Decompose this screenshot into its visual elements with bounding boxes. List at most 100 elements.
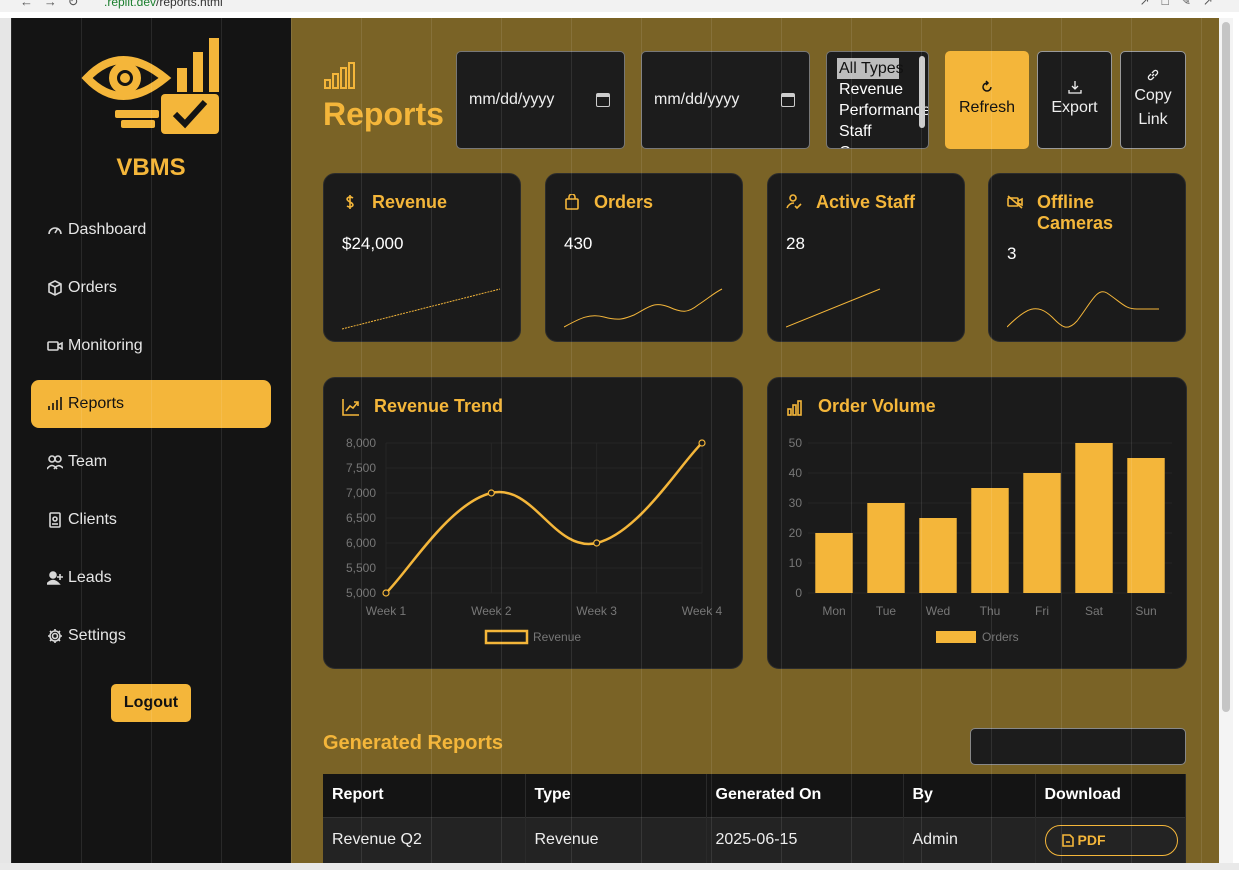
sidebar-item-team[interactable]: Team <box>31 438 271 486</box>
y-tick-label: 40 <box>789 466 803 480</box>
stat-card-header: Offline Cameras <box>1007 192 1127 234</box>
x-tick-label: Fri <box>1035 604 1049 618</box>
data-point <box>698 439 706 447</box>
stat-label: Orders <box>594 192 654 212</box>
download-label: PDF <box>1077 832 1106 849</box>
address-bar[interactable]: .replit.dev/reports.html <box>104 0 223 9</box>
x-tick-label: Week 1 <box>366 604 407 618</box>
browser-nav-icons[interactable]: ← → ↻ <box>20 0 79 9</box>
sidebar-item-reports[interactable]: Reports <box>31 380 271 428</box>
type-option-performance[interactable]: Performance <box>839 102 929 119</box>
column-header[interactable]: Report <box>323 774 526 817</box>
refresh-button[interactable]: Refresh <box>945 51 1029 149</box>
brand-name: VBMS <box>116 154 186 181</box>
y-tick-label: 10 <box>789 556 803 570</box>
type-option-cameras[interactable]: Cameras <box>839 142 928 148</box>
y-tick-label: 30 <box>789 496 803 510</box>
stat-card-header: Revenue <box>342 192 447 213</box>
column-header[interactable]: Type <box>525 774 707 817</box>
file-pdf-icon <box>1061 833 1074 847</box>
report-type-select[interactable]: All Types Revenue Performance Staff Came… <box>826 51 929 149</box>
video-off-icon <box>1007 195 1023 209</box>
gauge-icon <box>48 227 62 235</box>
revenue-sparkline <box>342 288 501 330</box>
bar-wed <box>919 518 957 593</box>
logout-button[interactable]: Logout <box>111 684 191 722</box>
gear-icon <box>48 629 62 643</box>
page-scrollbar[interactable] <box>1219 18 1233 863</box>
stat-card-revenue: Revenue $24,000 <box>323 173 521 342</box>
scrollbar-thumb[interactable] <box>1222 22 1230 712</box>
x-tick-label: Thu <box>980 604 1001 618</box>
cell-type: Revenue <box>525 816 707 863</box>
cell-report: Revenue Q2 <box>323 816 526 863</box>
staff-sparkline <box>786 288 881 328</box>
user-check-icon <box>786 194 802 210</box>
download-pdf-button[interactable]: PDF <box>1044 824 1178 856</box>
chart-title: Order Volume <box>818 396 936 416</box>
box-icon <box>48 280 62 296</box>
calendar-icon[interactable] <box>781 93 795 107</box>
stat-card-orders: Orders 430 <box>545 173 743 342</box>
sidebar-item-settings[interactable]: Settings <box>31 612 271 660</box>
stat-value: 28 <box>786 234 805 253</box>
column-header[interactable]: Generated On <box>706 774 904 817</box>
legend-swatch <box>936 631 976 643</box>
type-option-staff[interactable]: Staff <box>839 123 872 140</box>
chart-header: Revenue Trend <box>342 396 503 417</box>
date-to-placeholder: mm/dd/yyyy <box>654 91 740 108</box>
sidebar: VBMS Dashboard Orders Monitoring Reports… <box>11 18 291 863</box>
data-point <box>382 589 390 597</box>
sidebar-item-dashboard[interactable]: Dashboard <box>31 206 271 254</box>
select-scrollbar[interactable] <box>919 56 925 128</box>
y-tick-label: 8,000 <box>346 436 376 450</box>
type-option-revenue[interactable]: Revenue <box>839 81 904 98</box>
refresh-label: Refresh <box>958 99 1016 116</box>
legend-swatch <box>484 629 529 645</box>
legend-label: Orders <box>982 630 1019 644</box>
y-tick-label: 7,000 <box>346 486 376 500</box>
column-header[interactable]: By <box>903 774 1036 817</box>
video-icon <box>47 341 63 351</box>
orders-sparkline <box>564 288 723 328</box>
dollar-icon <box>346 195 354 209</box>
column-header[interactable]: Download <box>1035 774 1186 817</box>
stat-card-header: Orders <box>564 192 653 213</box>
stat-label: Active Staff <box>816 192 916 212</box>
export-button[interactable]: Export <box>1037 51 1112 149</box>
x-tick-label: Wed <box>926 604 950 618</box>
sidebar-item-label: Monitoring <box>68 337 143 354</box>
page-title: Reports <box>323 96 444 132</box>
refresh-icon <box>982 80 992 92</box>
id-badge-icon <box>49 512 61 528</box>
x-tick-label: Sun <box>1135 604 1156 618</box>
stat-card-offline-cameras: Offline Cameras 3 <box>988 173 1186 342</box>
date-to-input[interactable]: mm/dd/yyyy <box>641 51 810 149</box>
revenue-line-chart: 5,000 5,500 6,000 6,500 7,000 7,500 8,000 Week … <box>346 436 723 645</box>
browser-action-icons[interactable]: ↗□✎↗ <box>1139 0 1225 8</box>
date-from-input[interactable]: mm/dd/yyyy <box>456 51 625 149</box>
vbms-logo-icon <box>81 38 219 134</box>
revenue-trend-card: Revenue Trend 5,000 5,500 6,000 6,500 7,000 7… <box>323 377 743 669</box>
stat-label: Offline Cameras <box>1037 192 1114 233</box>
sidebar-item-clients[interactable]: Clients <box>31 496 271 544</box>
x-tick-label: Week 3 <box>576 604 617 618</box>
sidebar-item-label: Orders <box>68 279 117 296</box>
type-option-all[interactable]: All Types <box>837 58 904 79</box>
stat-value: 430 <box>564 234 593 253</box>
reports-table: Report Type Generated On By Download Rev… <box>323 774 1186 863</box>
copy-link-button[interactable]: Copy Link <box>1120 51 1186 149</box>
order-bar-chart: 0 10 20 30 40 50 Mon Tue Wed Thu Fri Sat Sun Orders <box>789 436 1172 644</box>
section-title: Generated Reports <box>323 732 504 754</box>
y-tick-label: 0 <box>795 586 802 600</box>
sidebar-item-orders[interactable]: Orders <box>31 264 271 312</box>
table-header-row: Report Type Generated On By Download <box>323 774 1186 817</box>
data-point <box>593 539 601 547</box>
reports-search-input[interactable] <box>970 728 1186 765</box>
x-tick-label: Week 4 <box>682 604 723 618</box>
sidebar-item-monitoring[interactable]: Monitoring <box>31 322 271 370</box>
calendar-icon[interactable] <box>596 93 610 107</box>
sidebar-item-label: Clients <box>68 511 117 528</box>
link-icon <box>1147 69 1159 81</box>
sidebar-item-leads[interactable]: Leads <box>31 554 271 602</box>
